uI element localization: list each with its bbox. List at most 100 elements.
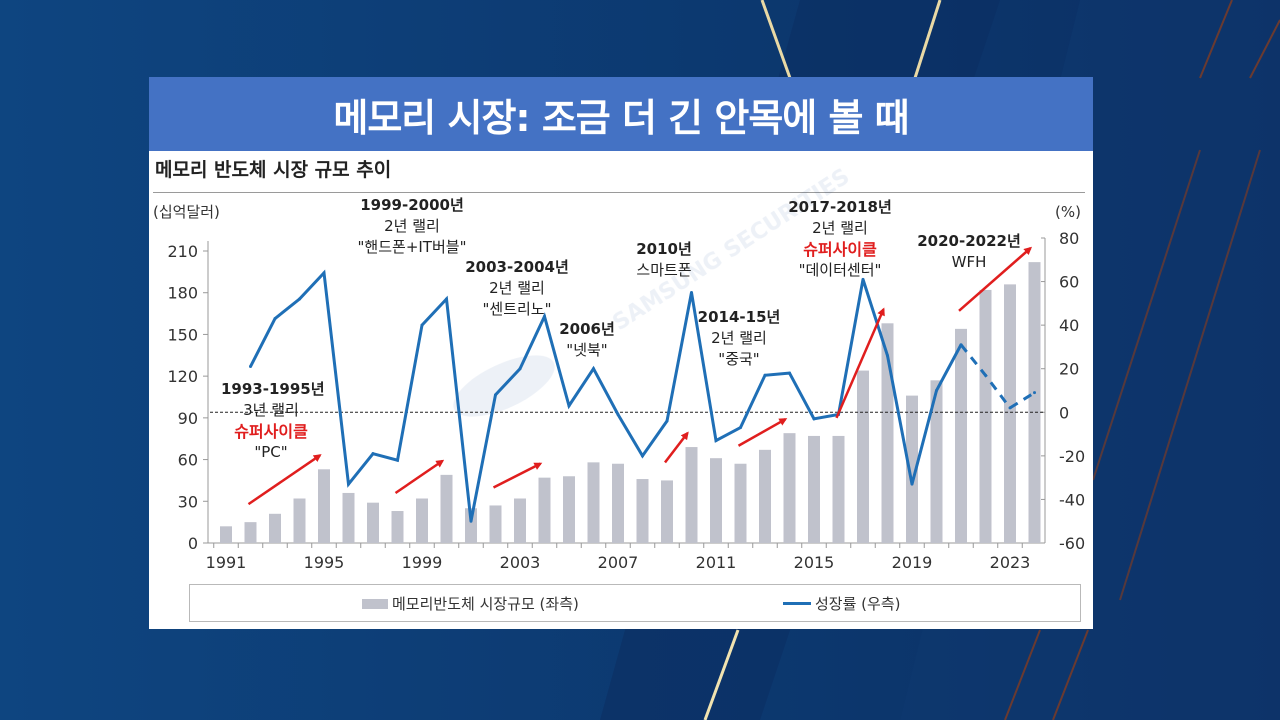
annotation-2014-15: 2014-15년 2년 랠리 "중국" <box>694 307 784 370</box>
chart: SAMSUNG SECURITIES 0306090120150180210-6… <box>153 164 1085 572</box>
x-axis-tick-label: 2015 <box>794 553 835 572</box>
annotation-theme: "데이터센터" <box>798 261 882 279</box>
annotation-theme: "PC" <box>254 443 288 461</box>
legend-item-market-size: 메모리반도체 시장규모 (좌측) <box>362 593 579 614</box>
x-axis-tick-label: 1991 <box>206 553 247 572</box>
copper-stripe <box>1092 149 1201 481</box>
annotation-period: 2003-2004년 <box>465 258 569 276</box>
annotation-period: 1993-1995년 <box>221 380 325 398</box>
growth-point <box>347 482 350 486</box>
bar-market-size <box>783 433 796 543</box>
annotation-2017-2018: 2017-2018년 2년 랠리 슈퍼사이클 "데이터센터" <box>785 197 895 281</box>
bar-market-size <box>391 511 404 543</box>
growth-point <box>592 367 595 371</box>
growth-point <box>494 393 497 397</box>
growth-point <box>812 417 816 421</box>
annotation-2010: 2010년 스마트폰 <box>624 239 704 281</box>
bar-market-size <box>269 513 281 543</box>
legend-label: 성장률 (우측) <box>815 595 901 613</box>
x-axis-tick-label: 2003 <box>500 553 541 572</box>
right-axis-tick-label: 0 <box>1059 403 1069 422</box>
growth-point <box>959 343 963 347</box>
growth-point <box>714 439 718 443</box>
annotation-theme: "중국" <box>718 350 760 368</box>
annotation-rally: 2년 랠리 <box>812 219 868 237</box>
bar-market-size <box>318 469 330 543</box>
bar-market-size <box>979 289 992 543</box>
growth-point <box>298 297 301 301</box>
right-axis-tick-label: -60 <box>1059 534 1085 553</box>
left-axis-tick-label: 60 <box>178 451 198 470</box>
annotation-theme: "센트리노" <box>482 300 552 318</box>
bar-market-size <box>685 447 698 543</box>
bar-market-size <box>710 458 722 543</box>
bar-market-size <box>563 476 575 543</box>
growth-point <box>445 297 448 301</box>
bar-market-size <box>857 370 869 543</box>
growth-point <box>249 365 252 369</box>
growth-line-forecast <box>959 343 1036 410</box>
chart-title: 메모리 반도체 시장 규모 추이 <box>155 159 392 181</box>
bar-market-size <box>293 498 306 543</box>
line-swatch-icon <box>783 602 811 605</box>
annotation-2020-2022: 2020-2022년 WFH <box>914 231 1024 273</box>
bar-swatch-icon <box>362 598 388 609</box>
rally-arrow <box>737 418 788 447</box>
bar-market-size <box>808 435 820 543</box>
annotation-rally: 3년 랠리 <box>243 401 299 419</box>
annotation-theme: 스마트폰 <box>636 261 692 279</box>
x-axis-tick-label: 2007 <box>598 553 639 572</box>
slide-title: 메모리 시장: 조금 더 긴 안목에 볼 때 <box>149 77 1093 151</box>
left-axis-tick-label: 150 <box>167 325 198 344</box>
left-axis-tick-label: 120 <box>167 367 198 386</box>
left-axis-tick-label: 180 <box>167 284 198 303</box>
annotation-theme: "넷북" <box>566 341 608 359</box>
rally-arrow <box>394 459 445 495</box>
rally-arrow <box>247 454 322 506</box>
annotation-2006: 2006년 "넷북" <box>552 319 622 361</box>
bar-market-size <box>416 498 428 543</box>
x-axis-tick-label: 2023 <box>990 553 1031 572</box>
bar-market-size <box>367 502 379 543</box>
right-axis-label: (%) <box>1055 203 1081 221</box>
annotation-2003-2004: 2003-2004년 2년 랠리 "센트리노" <box>462 257 572 320</box>
bar-market-size <box>465 508 477 543</box>
bar-market-size <box>661 480 673 543</box>
growth-point <box>273 317 277 321</box>
growth-point <box>788 371 791 375</box>
bar-market-size <box>906 395 918 543</box>
growth-point <box>420 323 424 327</box>
annotation-1999-2000: 1999-2000년 2년 랠리 "핸드폰+IT버블" <box>342 195 482 258</box>
copper-stripe <box>1004 629 1041 720</box>
bar-market-size <box>587 462 600 543</box>
x-axis-tick-label: 1999 <box>402 553 443 572</box>
growth-point <box>984 373 987 377</box>
annotation-period: 2020-2022년 <box>917 232 1021 250</box>
bar-market-size <box>930 380 943 543</box>
annotation-theme: WFH <box>951 253 987 271</box>
bar-market-size <box>636 479 649 543</box>
left-axis-tick-label: 210 <box>167 242 198 261</box>
title-divider <box>153 192 1085 193</box>
bar-market-size <box>832 435 845 543</box>
annotation-supercycle: 슈퍼사이클 <box>234 422 308 441</box>
gold-stripe <box>703 629 740 720</box>
copper-stripe <box>1199 0 1233 79</box>
bar-market-size <box>1028 262 1041 543</box>
growth-point <box>935 389 938 392</box>
growth-point <box>518 367 522 371</box>
right-axis-tick-label: -20 <box>1059 447 1085 466</box>
annotation-rally: 2년 랠리 <box>711 329 767 347</box>
annotation-period: 2006년 <box>559 320 615 338</box>
rally-arrow <box>835 307 885 419</box>
growth-point <box>616 412 620 416</box>
growth-point <box>763 373 767 377</box>
copper-stripe <box>1119 149 1261 601</box>
annotation-1993-1995: 1993-1995년 3년 랠리 슈퍼사이클 "PC" <box>221 379 325 463</box>
right-axis-tick-label: 20 <box>1059 360 1079 379</box>
annotation-supercycle: 슈퍼사이클 <box>803 240 877 259</box>
slide-title-text: 메모리 시장: 조금 더 긴 안목에 볼 때 <box>333 95 909 140</box>
bar-market-size <box>1004 284 1016 543</box>
copper-stripe <box>1052 629 1089 720</box>
bar-market-size <box>440 474 453 543</box>
